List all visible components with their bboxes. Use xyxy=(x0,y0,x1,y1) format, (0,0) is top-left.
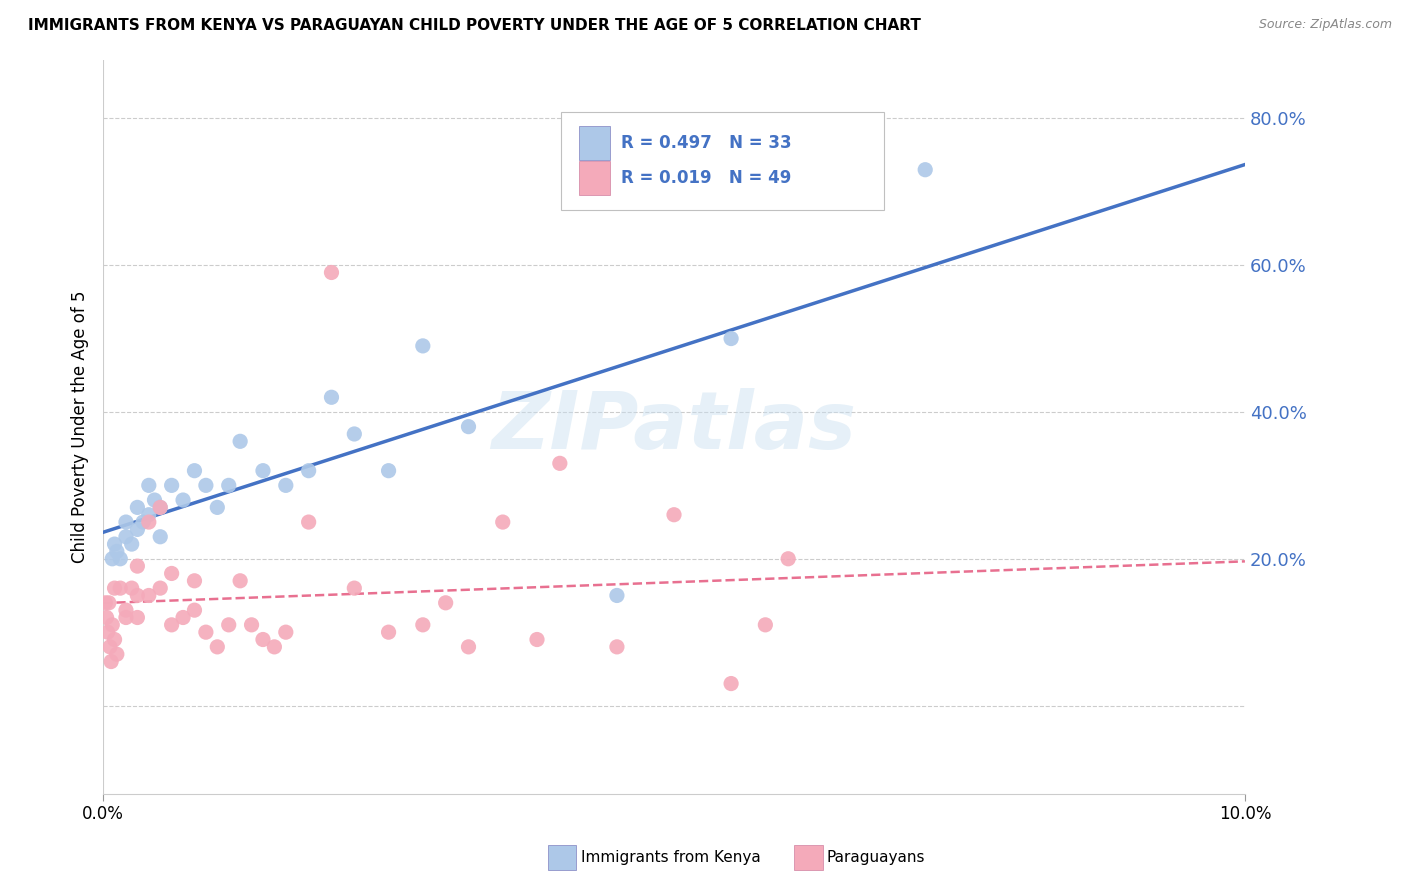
Point xyxy=(274,625,297,640)
Point xyxy=(149,500,172,515)
Point xyxy=(172,610,194,624)
Point xyxy=(127,500,149,515)
Point xyxy=(914,162,936,177)
Point xyxy=(720,332,742,346)
Point xyxy=(115,530,138,544)
Point xyxy=(160,478,183,492)
Point xyxy=(127,559,149,574)
Point xyxy=(149,581,172,595)
Point xyxy=(252,464,274,478)
Point xyxy=(121,581,143,595)
Point xyxy=(548,456,571,470)
Point xyxy=(434,596,457,610)
Point xyxy=(183,464,205,478)
Point xyxy=(229,574,252,588)
Point xyxy=(115,610,138,624)
Point xyxy=(127,589,149,603)
Point xyxy=(110,551,132,566)
Point xyxy=(103,537,125,551)
Point xyxy=(207,640,229,654)
Point xyxy=(149,530,172,544)
Point xyxy=(160,617,183,632)
Point xyxy=(160,566,183,581)
Point xyxy=(97,625,120,640)
Point xyxy=(218,617,240,632)
Point xyxy=(96,610,118,624)
Text: IMMIGRANTS FROM KENYA VS PARAGUAYAN CHILD POVERTY UNDER THE AGE OF 5 CORRELATION: IMMIGRANTS FROM KENYA VS PARAGUAYAN CHIL… xyxy=(28,18,921,33)
Point xyxy=(492,515,515,529)
Point xyxy=(457,419,479,434)
Point xyxy=(101,617,124,632)
Point xyxy=(606,640,628,654)
Point xyxy=(252,632,274,647)
Text: Immigrants from Kenya: Immigrants from Kenya xyxy=(581,850,761,864)
Point xyxy=(132,515,155,529)
Point xyxy=(121,537,143,551)
Point xyxy=(94,596,117,610)
Point xyxy=(240,617,263,632)
Point xyxy=(183,603,205,617)
Point xyxy=(298,515,321,529)
Point xyxy=(105,647,128,661)
Point xyxy=(218,478,240,492)
Point xyxy=(115,515,138,529)
Point xyxy=(778,551,800,566)
Point xyxy=(194,478,217,492)
Point xyxy=(103,632,125,647)
Point xyxy=(149,500,172,515)
Point xyxy=(207,500,229,515)
Point xyxy=(138,515,160,529)
Text: ZIPatlas: ZIPatlas xyxy=(492,388,856,466)
Text: Paraguayans: Paraguayans xyxy=(827,850,925,864)
Point xyxy=(103,581,125,595)
Point xyxy=(143,493,166,508)
Point xyxy=(606,589,628,603)
Y-axis label: Child Poverty Under the Age of 5: Child Poverty Under the Age of 5 xyxy=(72,291,89,563)
Text: R = 0.019   N = 49: R = 0.019 N = 49 xyxy=(621,169,792,187)
Point xyxy=(229,434,252,449)
Point xyxy=(457,640,479,654)
Point xyxy=(377,464,399,478)
Point xyxy=(194,625,217,640)
Point xyxy=(274,478,297,492)
Point xyxy=(98,640,121,654)
Point xyxy=(110,581,132,595)
Point xyxy=(720,676,742,690)
Point xyxy=(115,603,138,617)
Point xyxy=(138,478,160,492)
Point xyxy=(662,508,685,522)
Point xyxy=(754,617,776,632)
Point xyxy=(138,508,160,522)
Text: Source: ZipAtlas.com: Source: ZipAtlas.com xyxy=(1258,18,1392,31)
Point xyxy=(105,544,128,558)
Point xyxy=(343,581,366,595)
Point xyxy=(101,551,124,566)
Point xyxy=(526,632,548,647)
Point xyxy=(343,427,366,442)
Point xyxy=(412,339,434,353)
Point xyxy=(298,464,321,478)
Text: R = 0.497   N = 33: R = 0.497 N = 33 xyxy=(621,134,792,152)
Point xyxy=(183,574,205,588)
Point xyxy=(321,265,343,279)
Point xyxy=(138,589,160,603)
Point xyxy=(172,493,194,508)
Point xyxy=(127,523,149,537)
Point xyxy=(321,390,343,404)
Point xyxy=(412,617,434,632)
Point xyxy=(377,625,399,640)
Point xyxy=(263,640,285,654)
Point xyxy=(97,596,120,610)
Point xyxy=(100,655,122,669)
Point xyxy=(127,610,149,624)
